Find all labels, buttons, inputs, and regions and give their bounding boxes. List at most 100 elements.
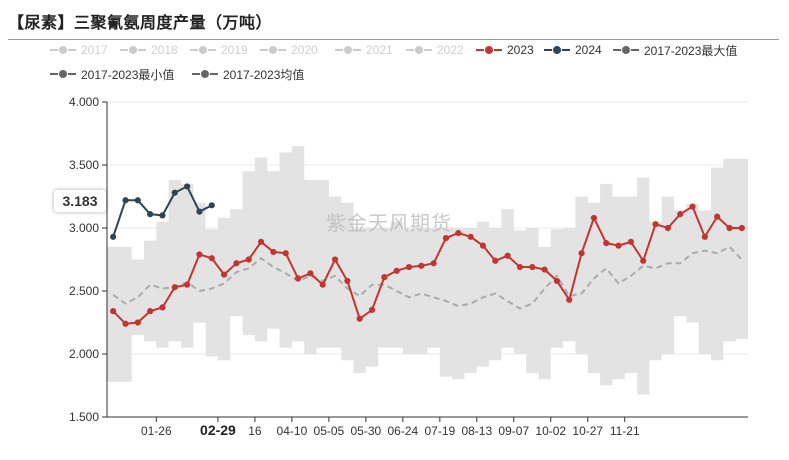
- legend-item-2018[interactable]: 2018: [120, 42, 178, 58]
- series-2023-point: [294, 275, 302, 282]
- series-2024-point: [134, 197, 141, 204]
- x-tick-label: 04-10: [277, 424, 308, 438]
- legend-label: 2017: [81, 43, 108, 57]
- series-2023-point: [603, 240, 610, 247]
- series-2023-point: [221, 271, 228, 278]
- legend-symbol: [544, 44, 570, 56]
- series-2024-point: [110, 233, 117, 240]
- legend-symbol: [120, 44, 146, 56]
- legend-label: 2017-2023最小值: [81, 67, 175, 82]
- x-tick-label: 02-29: [200, 422, 236, 438]
- series-2023-point: [245, 256, 252, 263]
- series-2023-point: [208, 255, 215, 262]
- series-2024-point: [196, 208, 203, 215]
- series-2023-point: [652, 221, 659, 228]
- legend-item-2020[interactable]: 2020: [260, 42, 318, 58]
- y-tick-label: 3.000: [69, 221, 99, 235]
- x-tick-label: 16: [248, 424, 262, 438]
- series-2023-point: [307, 270, 314, 277]
- series-2023-point: [467, 233, 474, 240]
- x-tick-label: 05-05: [314, 424, 345, 438]
- legend-label: 2021: [366, 43, 393, 57]
- series-2023-point: [418, 262, 425, 269]
- y-tick-label: 1.500: [69, 410, 99, 424]
- series-2023-point: [640, 257, 647, 264]
- series-2023-point: [381, 274, 388, 281]
- series-2023-point: [233, 260, 240, 267]
- x-tick-label: 01-26: [141, 424, 172, 438]
- title-divider: [8, 39, 779, 40]
- y-tick-label: 4.000: [69, 95, 99, 109]
- series-2023-point: [516, 263, 524, 271]
- x-tick-label: 11-21: [610, 424, 640, 438]
- series-2023-point: [541, 266, 548, 273]
- series-2023-point: [344, 277, 351, 285]
- legend-label: 2024: [575, 43, 602, 57]
- legend-label: 2020: [291, 43, 318, 57]
- x-tick-label: 10-02: [535, 424, 566, 438]
- legend-item-2017-2023最大值[interactable]: 2017-2023最大值: [613, 42, 737, 58]
- legend-item-2021[interactable]: 2021: [335, 42, 393, 58]
- series-2023-point: [738, 224, 745, 232]
- axis-pointer-value-badge: 3.183: [54, 190, 106, 212]
- legend-item-2017-2023均值[interactable]: 2017-2023均值: [192, 66, 304, 82]
- legend-symbol: [260, 44, 286, 56]
- series-2023-line: [112, 205, 742, 325]
- watermark: 紫金天风期货: [326, 211, 452, 235]
- legend-label: 2017-2023最大值: [644, 43, 738, 58]
- legend-label: 2022: [437, 43, 464, 57]
- series-2023-point: [319, 281, 326, 288]
- legend-item-2023[interactable]: 2023: [476, 42, 534, 58]
- x-tick-label: 09-07: [498, 424, 529, 438]
- series-2023-point: [159, 304, 166, 311]
- series-2023-point: [122, 320, 129, 327]
- series-2023-point: [331, 256, 339, 263]
- series-2023-point: [147, 308, 154, 315]
- series-2023-point: [356, 315, 363, 322]
- series-2023-point: [529, 263, 536, 271]
- series-2023-point: [627, 238, 634, 245]
- series-2023-point: [110, 308, 117, 315]
- y-tick-label: 2.000: [69, 347, 99, 361]
- series-2023-point: [689, 203, 696, 210]
- legend-item-2017-2023最小值[interactable]: 2017-2023最小值: [50, 66, 174, 82]
- legend-item-2019[interactable]: 2019: [190, 42, 248, 58]
- series-2023-point: [664, 224, 671, 232]
- legend-symbol: [50, 44, 76, 56]
- x-tick-label: 05-30: [351, 424, 382, 438]
- series-2024-point: [147, 211, 154, 218]
- legend-label: 2019: [221, 43, 248, 57]
- legend-symbol: [190, 44, 216, 56]
- legend-label: 2023: [507, 43, 534, 57]
- series-2023-point: [368, 306, 376, 313]
- legend-symbol: [50, 68, 76, 80]
- series-2023-point: [714, 213, 721, 220]
- series-2023-point: [184, 281, 191, 288]
- series-2023-point: [590, 214, 598, 222]
- series-2023-point: [455, 229, 462, 237]
- series-2023-point: [270, 248, 277, 256]
- x-tick-label: 07-19: [424, 424, 455, 438]
- series-2023-point: [442, 234, 450, 242]
- legend-item-2017[interactable]: 2017: [50, 42, 108, 58]
- legend-symbol: [406, 44, 432, 56]
- series-2023-point: [553, 277, 561, 285]
- series-2023-point: [405, 263, 413, 271]
- series-2023-point: [726, 224, 733, 232]
- min-max-band: [107, 146, 748, 395]
- legend-item-2024[interactable]: 2024: [544, 42, 602, 58]
- series-2024-point: [159, 212, 166, 219]
- series-2023-point: [492, 257, 499, 264]
- legend-symbol: [335, 44, 361, 56]
- series-mean-line: [112, 245, 743, 310]
- series-2023-point: [171, 284, 178, 291]
- series-2023-point: [504, 252, 511, 259]
- x-tick-label: 10-27: [572, 424, 603, 438]
- series-2023-point: [282, 250, 289, 257]
- series-2023-point: [615, 242, 622, 249]
- legend-symbol: [613, 44, 639, 56]
- series-2023-point: [701, 233, 708, 240]
- legend-symbol: [192, 68, 218, 80]
- series-2023-point: [677, 211, 684, 218]
- legend-item-2022[interactable]: 2022: [406, 42, 464, 58]
